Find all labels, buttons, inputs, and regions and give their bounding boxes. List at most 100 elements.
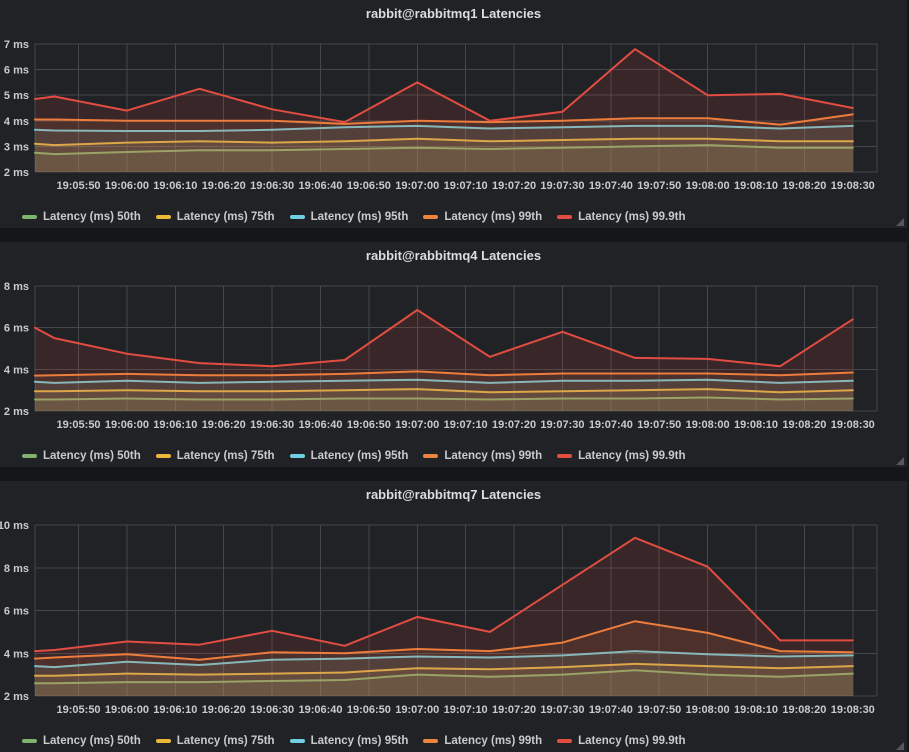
legend-item-latency-ms-75th[interactable]: Latency (ms) 75th [155,450,275,462]
legend-label: Latency (ms) 75th [176,211,275,223]
legend: Latency (ms) 50th Latency (ms) 75th Latenc… [22,735,686,747]
legend-label: Latency (ms) 99.9th [578,450,686,462]
panel-resize-handle-icon[interactable] [896,457,904,465]
legend-item-latency-ms-50th[interactable]: Latency (ms) 50th [22,450,141,462]
panel-resize-handle-icon[interactable] [896,218,904,226]
legend-item-latency-ms-95th[interactable]: Latency (ms) 95th [289,450,409,462]
x-tick-label: 19:06:10 [153,419,197,431]
x-tick-label: 19:07:40 [589,180,633,192]
series-line [34,137,854,147]
series-area [35,379,853,411]
series-color-dash-icon [557,454,573,458]
latency-graph-rabbitmq4[interactable]: 2 ms 4 ms 6 ms 8 ms 19:05:50 19:06:00 19:06:10… [0,242,907,467]
legend-label: Latency (ms) 50th [43,450,141,462]
latency-graph-rabbitmq7[interactable]: 2 ms 4 ms 6 ms 8 ms 10 ms 19:05:50 19:06:00 19:… [0,481,907,752]
x-tick-label: 19:07:20 [492,704,536,716]
panel-title[interactable]: rabbit@rabbitmq1 Latencies [365,6,542,21]
x-tick-label: 19:06:30 [250,419,294,431]
panel-title[interactable]: rabbit@rabbitmq4 Latencies [365,248,542,263]
legend-item-latency-ms-99th[interactable]: Latency (ms) 99th [423,735,542,747]
grid [34,524,878,697]
x-tick-label: 19:08:20 [782,419,826,431]
series-line [34,388,854,394]
legend-item-latency-ms-50th[interactable]: Latency (ms) 50th [22,211,141,223]
x-tick-label: 19:07:30 [540,419,584,431]
legend-item-latency-ms-99.9th[interactable]: Latency (ms) 99.9th [557,735,686,747]
x-tick-label: 19:07:00 [395,180,439,192]
series-area [35,145,853,172]
series-area [35,621,853,696]
series-line [34,113,854,126]
x-tick-label: 19:06:50 [347,419,391,431]
series-line [34,378,854,384]
x-tick-label: 19:06:20 [202,704,246,716]
x-tick-label: 19:08:30 [831,180,875,192]
series-color-dash-icon [289,739,305,743]
x-tick-label: 19:07:10 [444,419,488,431]
x-tick-label: 19:07:00 [395,419,439,431]
x-tick-label: 19:06:20 [202,419,246,431]
legend-label: Latency (ms) 95th [310,735,409,747]
legend-item-latency-ms-99th[interactable]: Latency (ms) 99th [423,211,542,223]
series-color-dash-icon [22,215,37,219]
x-tick-label: 19:07:30 [540,180,584,192]
latency-graph-rabbitmq1[interactable]: 2 ms 3 ms 4 ms 5 ms 6 ms 7 ms 19:05:50 19:06:00… [0,0,907,228]
legend-item-latency-ms-95th[interactable]: Latency (ms) 95th [289,735,409,747]
legend-label: Latency (ms) 99th [444,450,543,462]
y-tick-label: 6 ms [4,606,29,618]
x-tick-label: 19:08:20 [782,704,826,716]
series-line [34,650,854,669]
legend-item-latency-ms-75th[interactable]: Latency (ms) 75th [155,735,275,747]
legend: Latency (ms) 50th Latency (ms) 75th Latenc… [22,211,686,223]
series-area [35,670,853,696]
series-area [35,371,853,411]
series-line [34,309,854,368]
series-color-dash-icon [557,215,573,219]
series-line [34,536,854,653]
legend-item-latency-ms-75th[interactable]: Latency (ms) 75th [155,211,275,223]
panel-rabbitmq4-latencies: 2 ms 4 ms 6 ms 8 ms 19:05:50 19:06:00 19:06:10… [0,242,907,467]
x-tick-label: 19:08:20 [782,180,826,192]
y-tick-label: 2 ms [4,406,29,418]
series-color-dash-icon [557,739,573,743]
x-tick-label: 19:07:10 [444,704,488,716]
y-tick-label: 4 ms [4,116,29,128]
y-tick-label: 10 ms [0,520,29,532]
legend-label: Latency (ms) 95th [310,211,409,223]
series-line [34,620,854,661]
panel-title[interactable]: rabbit@rabbitmq7 Latencies [365,487,542,502]
series-color-dash-icon [22,454,37,458]
panel-resize-handle-icon[interactable] [896,742,904,750]
series-color-dash-icon [289,215,305,219]
x-tick-label: 19:05:50 [57,704,101,716]
legend-item-latency-ms-95th[interactable]: Latency (ms) 95th [289,211,409,223]
series-area [35,663,853,696]
x-tick-label: 19:07:20 [492,419,536,431]
legend-item-latency-ms-50th[interactable]: Latency (ms) 50th [22,735,141,747]
legend-item-latency-ms-99.9th[interactable]: Latency (ms) 99.9th [557,450,686,462]
x-tick-label: 19:06:40 [298,419,342,431]
x-tick-label: 19:07:30 [540,704,584,716]
x-tick-label: 19:07:40 [589,419,633,431]
x-tick-label: 19:06:40 [298,180,342,192]
y-tick-label: 3 ms [4,141,29,153]
legend-item-latency-ms-99th[interactable]: Latency (ms) 99th [423,450,542,462]
x-tick-label: 19:08:00 [686,419,730,431]
x-tick-label: 19:07:00 [395,704,439,716]
panel-rabbitmq7-latencies: 2 ms 4 ms 6 ms 8 ms 10 ms 19:05:50 19:06:00 19:… [0,481,907,752]
x-tick-label: 19:08:10 [734,704,778,716]
x-tick-label: 19:08:30 [831,704,875,716]
y-tick-label: 2 ms [4,167,29,179]
y-tick-label: 7 ms [4,39,29,51]
legend-label: Latency (ms) 99.9th [578,735,686,747]
legend: Latency (ms) 50th Latency (ms) 75th Latenc… [22,450,686,462]
y-tick-label: 5 ms [4,90,29,102]
legend-label: Latency (ms) 95th [310,450,409,462]
legend-label: Latency (ms) 99th [444,211,543,223]
series-area [35,49,853,172]
x-tick-label: 19:06:50 [347,704,391,716]
legend-label: Latency (ms) 75th [176,735,275,747]
x-tick-label: 19:06:50 [347,180,391,192]
series-area [35,138,853,172]
legend-item-latency-ms-99.9th[interactable]: Latency (ms) 99.9th [557,211,686,223]
